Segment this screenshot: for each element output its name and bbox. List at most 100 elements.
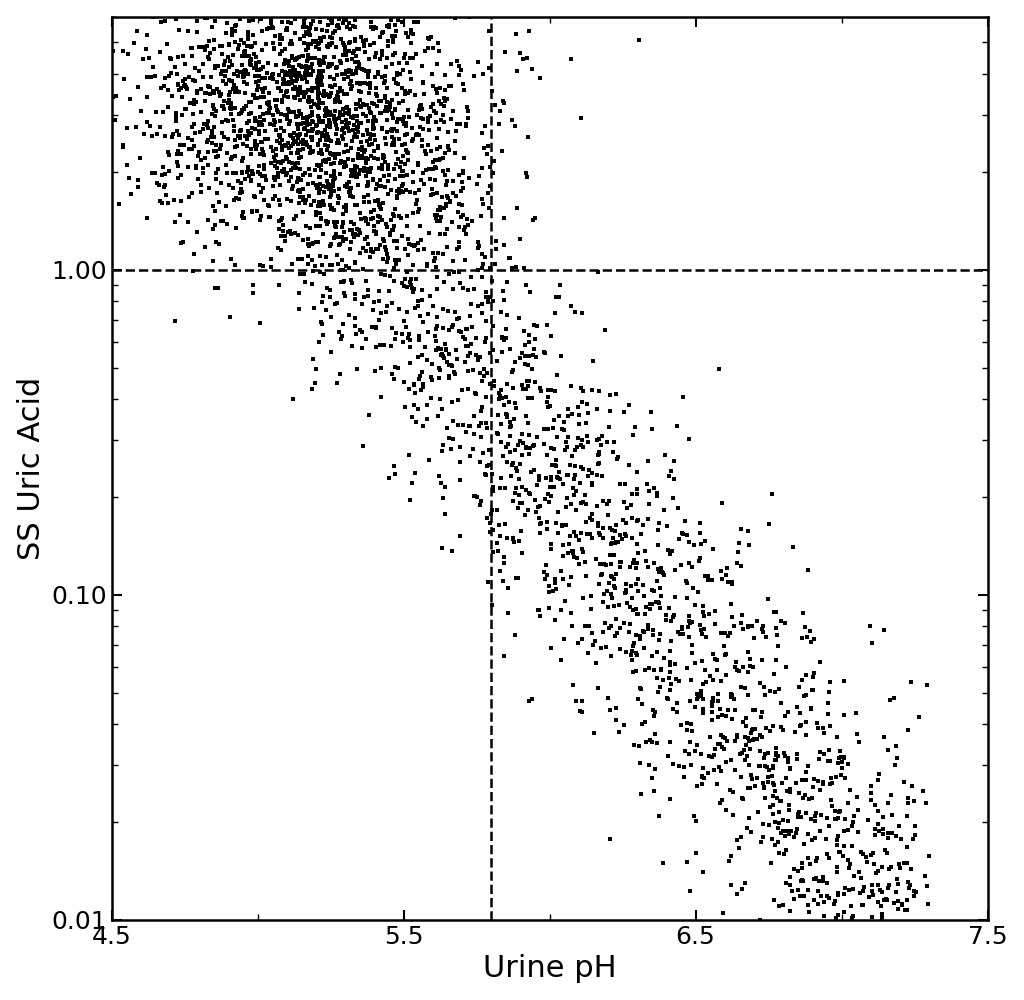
Point xyxy=(229,128,246,144)
Point xyxy=(617,515,634,531)
Point xyxy=(501,394,517,410)
Point xyxy=(395,148,412,164)
Point xyxy=(290,108,306,124)
Point xyxy=(729,832,745,848)
Point xyxy=(701,748,718,764)
Point xyxy=(777,708,794,724)
Point xyxy=(152,44,168,60)
Point xyxy=(626,552,642,568)
Point xyxy=(199,134,215,150)
Point xyxy=(362,211,379,227)
Point xyxy=(888,738,904,754)
Point xyxy=(158,187,174,203)
Point xyxy=(248,141,264,157)
Point xyxy=(546,441,562,457)
Point xyxy=(580,468,596,484)
Point xyxy=(227,18,244,34)
Point xyxy=(207,58,223,74)
Point xyxy=(243,57,259,73)
Point xyxy=(854,897,870,913)
Point xyxy=(493,382,509,398)
Point xyxy=(429,130,445,146)
Point xyxy=(287,156,303,172)
Point xyxy=(268,122,285,138)
Point xyxy=(208,103,224,119)
Point xyxy=(300,256,316,272)
Point xyxy=(406,377,422,393)
Point xyxy=(386,233,402,249)
Point xyxy=(387,466,403,482)
Point xyxy=(288,108,304,124)
Point xyxy=(287,25,303,41)
Point xyxy=(304,93,321,109)
Point xyxy=(329,146,345,162)
Point xyxy=(315,63,332,79)
Point xyxy=(200,113,216,129)
Point xyxy=(555,537,571,553)
Point xyxy=(318,38,335,54)
Point xyxy=(809,850,825,866)
Point xyxy=(584,506,600,522)
Point xyxy=(424,372,440,388)
Point xyxy=(609,449,626,465)
Point xyxy=(440,430,457,446)
Point xyxy=(208,234,224,250)
Point xyxy=(770,820,786,836)
Point xyxy=(471,238,487,254)
Point xyxy=(499,274,515,290)
Point xyxy=(284,50,300,66)
Point xyxy=(266,41,283,57)
Point xyxy=(770,748,786,764)
Point xyxy=(781,903,798,919)
Point xyxy=(608,625,625,641)
Point xyxy=(301,27,317,43)
Point xyxy=(425,161,441,177)
Point xyxy=(403,120,420,136)
Point xyxy=(756,679,772,695)
Point xyxy=(548,458,564,474)
Point xyxy=(343,180,359,196)
Point xyxy=(290,142,306,158)
Point xyxy=(326,71,342,87)
Point xyxy=(625,510,641,526)
Point xyxy=(443,111,460,127)
Point xyxy=(295,89,311,105)
Point xyxy=(543,328,559,344)
Point xyxy=(498,439,514,455)
Point xyxy=(637,662,653,678)
Point xyxy=(433,347,450,363)
Point xyxy=(252,114,268,130)
Point xyxy=(308,157,325,173)
Point xyxy=(154,195,170,211)
Point xyxy=(414,364,430,380)
Point xyxy=(632,680,648,696)
Point xyxy=(557,442,573,458)
Point xyxy=(243,51,259,67)
Point xyxy=(667,656,683,672)
Point xyxy=(450,204,466,220)
Point xyxy=(584,625,600,641)
Point xyxy=(437,67,454,83)
Point xyxy=(319,59,336,75)
Point xyxy=(312,264,329,280)
Point xyxy=(429,318,445,334)
Point xyxy=(667,562,683,578)
Point xyxy=(365,117,381,133)
Point xyxy=(808,871,824,887)
Point xyxy=(475,66,492,82)
Point xyxy=(419,411,435,427)
Point xyxy=(332,236,348,252)
Point xyxy=(314,128,331,144)
Point xyxy=(601,702,617,718)
Point xyxy=(386,71,402,87)
Point xyxy=(563,51,580,67)
Point xyxy=(715,905,731,921)
Point xyxy=(705,698,721,714)
Point xyxy=(300,236,316,252)
Point xyxy=(466,385,482,401)
Point xyxy=(709,662,725,678)
Point xyxy=(545,583,561,599)
Point xyxy=(520,502,537,518)
Point xyxy=(866,821,883,837)
Point xyxy=(172,80,188,96)
